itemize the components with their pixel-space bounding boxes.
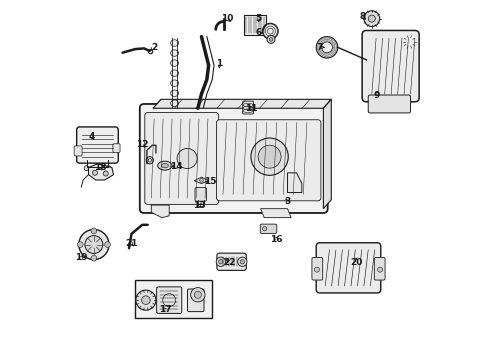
Text: 17: 17 bbox=[159, 305, 172, 314]
Text: 7: 7 bbox=[316, 43, 323, 52]
FancyBboxPatch shape bbox=[260, 224, 276, 233]
Circle shape bbox=[266, 36, 274, 43]
Circle shape bbox=[194, 291, 201, 298]
Polygon shape bbox=[88, 164, 113, 180]
Polygon shape bbox=[153, 99, 330, 108]
Circle shape bbox=[262, 23, 278, 39]
Text: 19: 19 bbox=[75, 253, 88, 262]
FancyBboxPatch shape bbox=[195, 188, 206, 201]
Text: 2: 2 bbox=[151, 43, 157, 52]
Circle shape bbox=[91, 228, 97, 234]
Text: 18: 18 bbox=[94, 163, 106, 172]
Circle shape bbox=[104, 242, 110, 247]
Circle shape bbox=[316, 37, 337, 58]
FancyBboxPatch shape bbox=[77, 127, 118, 163]
Text: 20: 20 bbox=[349, 258, 362, 267]
Text: 9: 9 bbox=[373, 91, 380, 100]
Circle shape bbox=[190, 288, 204, 302]
Text: 22: 22 bbox=[223, 258, 235, 267]
Circle shape bbox=[321, 42, 332, 53]
Circle shape bbox=[377, 267, 382, 272]
FancyBboxPatch shape bbox=[311, 257, 322, 280]
FancyBboxPatch shape bbox=[187, 289, 203, 312]
Text: 16: 16 bbox=[270, 235, 283, 244]
Circle shape bbox=[148, 158, 151, 162]
Circle shape bbox=[258, 145, 281, 168]
FancyBboxPatch shape bbox=[140, 104, 327, 213]
Text: 6: 6 bbox=[255, 28, 262, 37]
Ellipse shape bbox=[170, 100, 178, 107]
FancyBboxPatch shape bbox=[156, 287, 182, 314]
Polygon shape bbox=[194, 177, 208, 184]
Bar bbox=[135, 280, 212, 318]
Text: 11: 11 bbox=[245, 104, 257, 113]
Circle shape bbox=[77, 242, 83, 247]
Circle shape bbox=[84, 166, 89, 171]
Polygon shape bbox=[287, 173, 301, 193]
Circle shape bbox=[142, 296, 150, 305]
FancyBboxPatch shape bbox=[373, 257, 384, 280]
FancyBboxPatch shape bbox=[362, 31, 418, 102]
Circle shape bbox=[262, 226, 266, 231]
Ellipse shape bbox=[170, 80, 178, 86]
Circle shape bbox=[136, 290, 156, 310]
Circle shape bbox=[269, 38, 272, 41]
Polygon shape bbox=[151, 205, 169, 218]
Circle shape bbox=[92, 170, 97, 175]
FancyBboxPatch shape bbox=[316, 243, 380, 293]
Circle shape bbox=[216, 257, 225, 266]
Circle shape bbox=[146, 157, 153, 164]
Circle shape bbox=[79, 229, 109, 260]
FancyBboxPatch shape bbox=[242, 101, 253, 114]
Circle shape bbox=[103, 171, 108, 176]
Text: 14: 14 bbox=[170, 162, 183, 171]
Circle shape bbox=[105, 166, 110, 171]
Circle shape bbox=[240, 260, 244, 264]
FancyBboxPatch shape bbox=[367, 95, 410, 113]
Text: 5: 5 bbox=[255, 14, 262, 23]
Circle shape bbox=[177, 148, 197, 168]
Text: 15: 15 bbox=[204, 177, 216, 186]
Ellipse shape bbox=[170, 70, 178, 76]
Text: 13: 13 bbox=[193, 201, 205, 210]
Circle shape bbox=[237, 257, 246, 266]
Circle shape bbox=[91, 255, 97, 261]
Circle shape bbox=[314, 267, 319, 272]
Text: 3: 3 bbox=[284, 197, 290, 206]
FancyBboxPatch shape bbox=[113, 144, 120, 152]
Ellipse shape bbox=[170, 40, 178, 46]
Circle shape bbox=[199, 179, 203, 182]
Text: 8: 8 bbox=[359, 12, 365, 21]
Ellipse shape bbox=[170, 50, 178, 56]
Ellipse shape bbox=[170, 60, 178, 66]
Circle shape bbox=[85, 235, 102, 253]
Ellipse shape bbox=[170, 90, 178, 96]
Text: 10: 10 bbox=[221, 14, 233, 23]
Text: 21: 21 bbox=[125, 239, 138, 248]
Circle shape bbox=[363, 11, 379, 27]
Polygon shape bbox=[323, 99, 330, 209]
Circle shape bbox=[148, 49, 152, 54]
Polygon shape bbox=[260, 209, 290, 218]
Ellipse shape bbox=[158, 161, 172, 170]
FancyBboxPatch shape bbox=[217, 253, 246, 270]
Text: 1: 1 bbox=[216, 59, 222, 68]
Text: 4: 4 bbox=[89, 132, 95, 141]
FancyBboxPatch shape bbox=[144, 113, 218, 204]
Circle shape bbox=[218, 260, 223, 264]
Circle shape bbox=[367, 15, 375, 22]
Ellipse shape bbox=[161, 163, 168, 168]
FancyBboxPatch shape bbox=[216, 120, 320, 201]
Circle shape bbox=[250, 138, 287, 175]
FancyBboxPatch shape bbox=[74, 146, 82, 156]
Text: 12: 12 bbox=[136, 140, 148, 149]
Bar bbox=[244, 15, 265, 35]
